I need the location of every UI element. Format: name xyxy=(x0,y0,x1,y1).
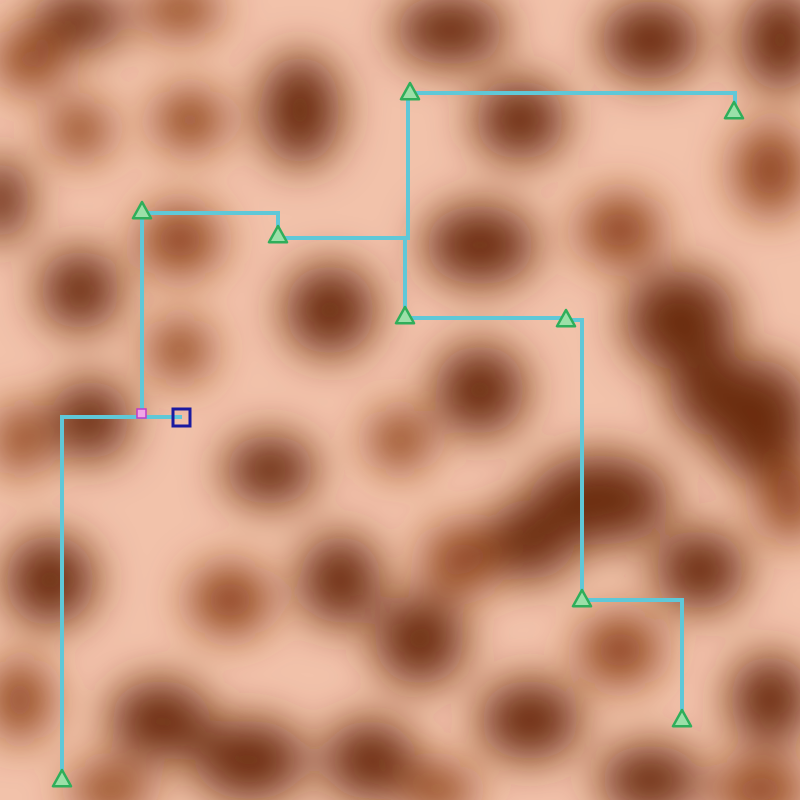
route-segment xyxy=(403,237,565,320)
triangle-icon[interactable] xyxy=(394,305,416,325)
square-cursor-icon[interactable] xyxy=(171,407,192,428)
route-paths xyxy=(60,91,737,778)
triangle-icon[interactable] xyxy=(51,768,73,788)
triangle-icon[interactable] xyxy=(571,588,593,608)
route-segment xyxy=(565,318,684,718)
triangle-icon[interactable] xyxy=(131,200,153,220)
triangle-icon[interactable] xyxy=(723,100,745,120)
route-segment xyxy=(140,211,280,414)
triangle-icon[interactable] xyxy=(555,308,577,328)
triangle-icon[interactable] xyxy=(267,224,289,244)
route-segment xyxy=(278,91,737,240)
triangle-icon[interactable] xyxy=(399,81,421,101)
triangle-icon[interactable] xyxy=(671,708,693,728)
route-nodes xyxy=(51,81,745,788)
route-segment xyxy=(60,415,182,778)
small-square-marker-icon xyxy=(136,408,147,419)
route-markers xyxy=(136,407,192,428)
